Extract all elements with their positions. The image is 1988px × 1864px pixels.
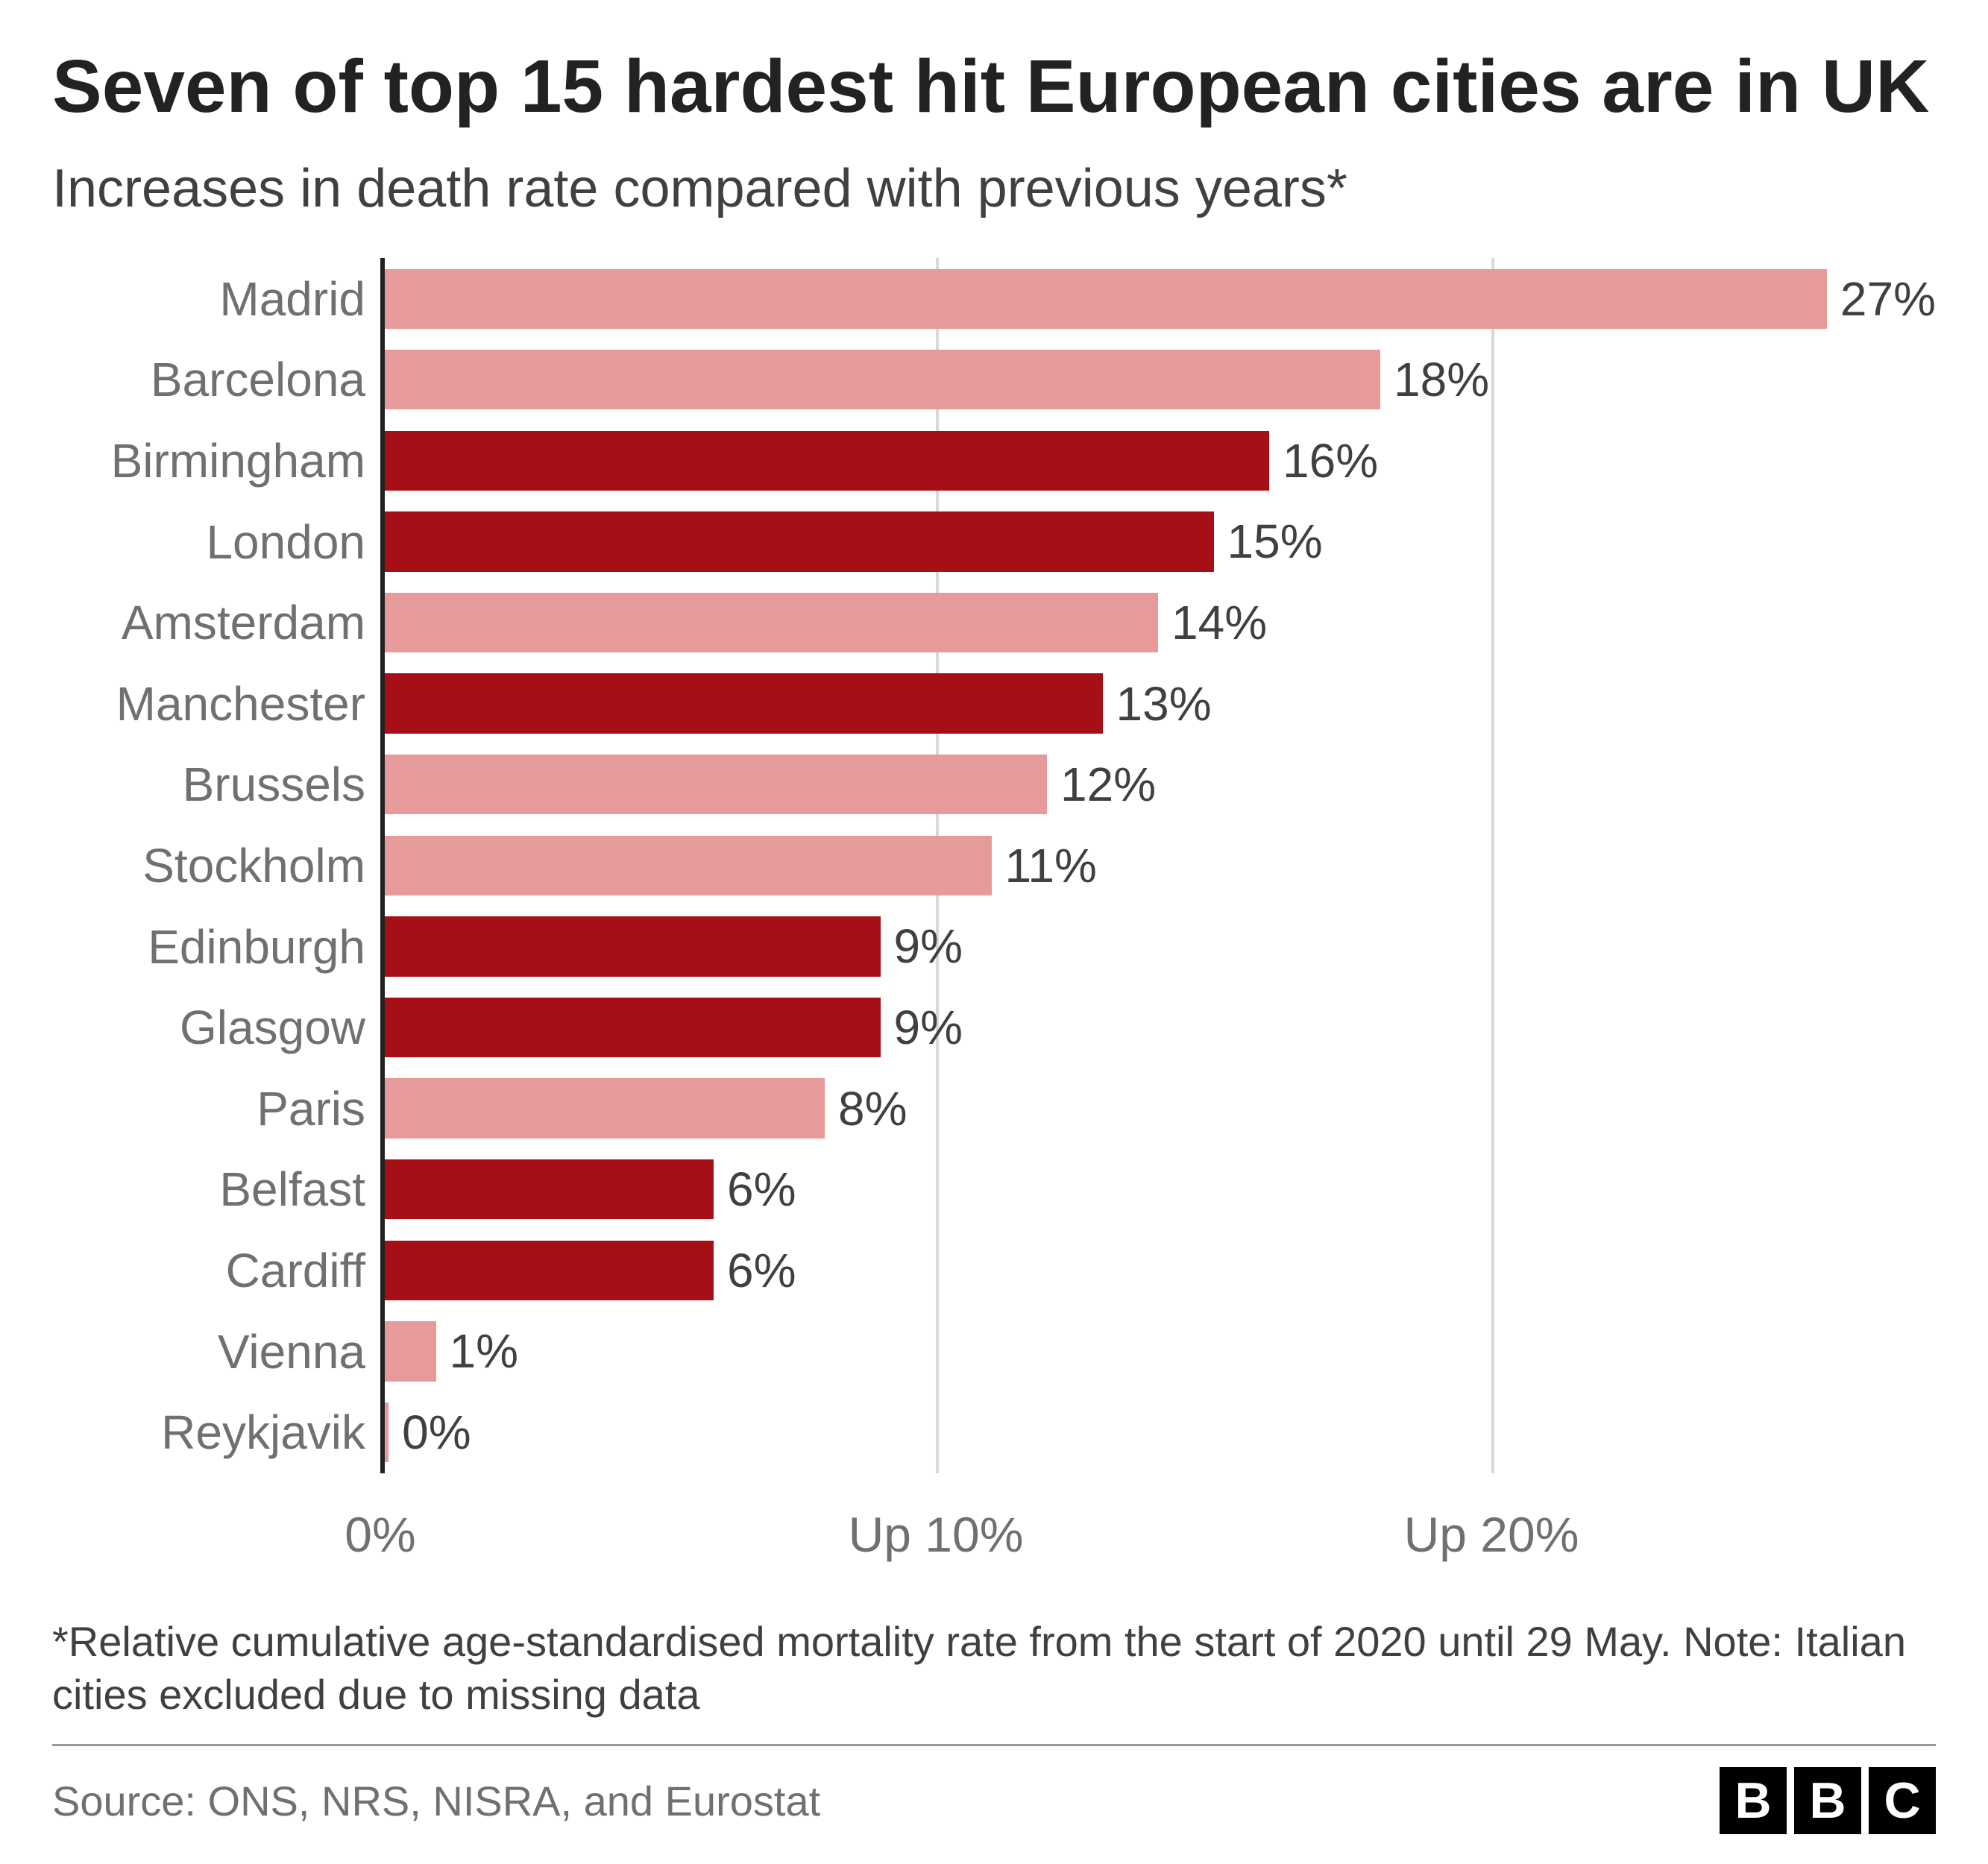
bar (380, 755, 1047, 814)
x-tick-label: 0% (345, 1506, 415, 1563)
bar (380, 1078, 825, 1138)
y-axis-line (380, 258, 385, 1473)
city-label: Vienna (52, 1311, 365, 1392)
city-label: Birmingham (52, 421, 365, 502)
bar-row: 1% (380, 1311, 1936, 1392)
bar-value-label: 6% (727, 1162, 796, 1217)
bar-row: 11% (380, 825, 1936, 907)
bar-row: 0% (380, 1392, 1936, 1473)
bar (380, 511, 1214, 571)
bar (380, 350, 1380, 409)
bar (380, 1321, 436, 1381)
chart-subtitle: Increases in death rate compared with pr… (52, 157, 1936, 221)
city-label: Barcelona (52, 339, 365, 421)
bar-row: 9% (380, 987, 1936, 1068)
bar-row: 16% (380, 421, 1936, 502)
bar-row: 6% (380, 1230, 1936, 1312)
logo-letter: B (1794, 1767, 1861, 1834)
city-label: Reykjavik (52, 1392, 365, 1473)
bar-value-label: 11% (1005, 838, 1097, 893)
source-text: Source: ONS, NRS, NISRA, and Eurostat (52, 1777, 820, 1825)
bar (380, 673, 1103, 733)
x-tick-label: Up 20% (1404, 1506, 1579, 1563)
city-label: Brussels (52, 744, 365, 825)
chart-footnote: *Relative cumulative age-standardised mo… (52, 1615, 1936, 1722)
x-tick-label: Up 10% (849, 1506, 1024, 1563)
bar (380, 1241, 714, 1300)
bar-value-label: 9% (894, 919, 963, 974)
bar (380, 836, 992, 895)
x-axis-ticks: 0%Up 10%Up 20% (380, 1506, 1936, 1573)
x-axis-spacer (52, 1506, 380, 1573)
city-label: Glasgow (52, 987, 365, 1068)
bars-zone: 27% 18% 16% 15% 14% 13% 12% 11% 9% 9% 8% 6% 6% 1% 0% (380, 258, 1936, 1473)
bar (380, 593, 1158, 652)
bar-row: 18% (380, 339, 1936, 421)
city-label: London (52, 501, 365, 582)
plot-area: MadridBarcelonaBirminghamLondonAmsterdam… (52, 258, 1936, 1473)
chart-footer: Source: ONS, NRS, NISRA, and Eurostat BB… (52, 1767, 1936, 1834)
city-label: Edinburgh (52, 906, 365, 987)
city-label: Stockholm (52, 825, 365, 907)
bar-value-label: 16% (1283, 433, 1378, 488)
logo-letter: B (1720, 1767, 1787, 1834)
chart-title: Seven of top 15 hardest hit European cit… (52, 45, 1936, 128)
bar-value-label: 13% (1116, 676, 1212, 731)
bar (380, 1159, 714, 1219)
city-label: Cardiff (52, 1230, 365, 1312)
city-label: Amsterdam (52, 582, 365, 664)
bar-value-label: 27% (1840, 271, 1936, 327)
bar-value-label: 9% (894, 1000, 963, 1055)
bar-value-label: 1% (450, 1323, 519, 1379)
chart-area: MadridBarcelonaBirminghamLondonAmsterdam… (52, 258, 1936, 1572)
bar-value-label: 12% (1060, 757, 1156, 812)
bar (380, 998, 881, 1057)
bar-row: 14% (380, 582, 1936, 664)
logo-letter: C (1869, 1767, 1936, 1834)
bar-value-label: 15% (1227, 514, 1323, 569)
bar (380, 269, 1827, 329)
bar-row: 15% (380, 501, 1936, 582)
city-label: Belfast (52, 1149, 365, 1230)
bar-value-label: 18% (1394, 352, 1489, 407)
bar-value-label: 0% (402, 1405, 471, 1460)
city-label: Manchester (52, 663, 365, 744)
bar-value-label: 6% (727, 1243, 796, 1298)
bar-row: 6% (380, 1149, 1936, 1230)
bar-row: 9% (380, 906, 1936, 987)
bar-row: 12% (380, 744, 1936, 825)
bar (380, 431, 1269, 491)
bars: 27% 18% 16% 15% 14% 13% 12% 11% 9% 9% 8% 6% 6% 1% 0% (380, 258, 1936, 1473)
bar-row: 13% (380, 663, 1936, 744)
bar-value-label: 8% (838, 1081, 908, 1136)
city-label: Madrid (52, 258, 365, 339)
chart-container: Seven of top 15 hardest hit European cit… (0, 0, 1988, 1864)
bar-row: 27% (380, 258, 1936, 339)
bar-value-label: 14% (1171, 595, 1267, 650)
bar (380, 916, 881, 976)
footer-divider (52, 1744, 1936, 1746)
city-label: Paris (52, 1068, 365, 1149)
x-axis: 0% Up 10% Up 20% (52, 1506, 1936, 1573)
bar-row: 8% (380, 1068, 1936, 1149)
bbc-logo: BBC (1720, 1767, 1936, 1834)
y-axis-labels: MadridBarcelonaBirminghamLondonAmsterdam… (52, 258, 380, 1473)
